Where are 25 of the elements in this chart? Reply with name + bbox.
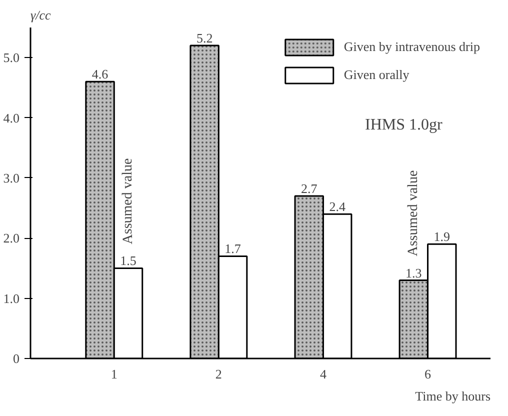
data-label: 1.3 (406, 265, 422, 280)
x-tick-label: 2 (215, 366, 222, 382)
data-label: 1.9 (434, 229, 450, 244)
x-tick-label: 6 (424, 366, 432, 382)
y-tick-label: 0 (13, 351, 20, 366)
data-label: 1.5 (120, 253, 136, 268)
x-tick-label: 4 (320, 366, 327, 382)
data-label: 4.6 (92, 66, 109, 82)
data-label: 1.7 (224, 241, 242, 256)
data-label: 2.7 (300, 181, 318, 196)
legend-label: Given by intravenous drip (344, 39, 480, 55)
y-tick-label: 3.0 (3, 170, 20, 186)
annotation: Assumed value (406, 170, 422, 256)
annotation: Assumed value (120, 158, 136, 244)
y-tick-label: 2.0 (3, 230, 20, 246)
y-tick-label: 1.0 (3, 290, 20, 306)
data-label: 5.2 (196, 30, 213, 46)
data-label: 2.4 (329, 199, 346, 214)
y-tick-label: 5.0 (3, 50, 20, 66)
y-tick-label: 4.0 (3, 110, 20, 126)
x-axis-title: Time by hours (415, 388, 491, 404)
annotation: IHMS 1.0gr (365, 116, 444, 134)
y-axis-title: γ/cc (30, 8, 52, 22)
x-tick-label: 1 (110, 366, 118, 382)
legend-label: Given orally (344, 67, 410, 83)
